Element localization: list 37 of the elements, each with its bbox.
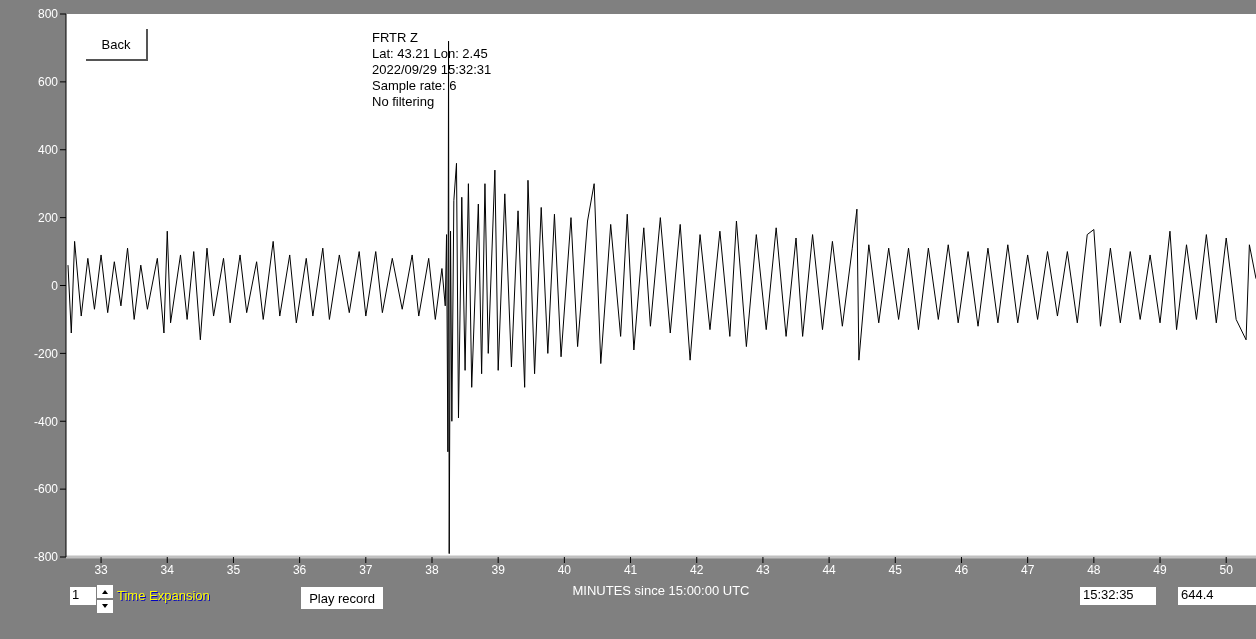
x-tick-label: 33 bbox=[94, 562, 109, 577]
annotation: Sample rate: 6 bbox=[372, 78, 458, 94]
x-tick-label: 43 bbox=[756, 562, 770, 577]
y-tick-label: 400 bbox=[37, 143, 59, 158]
x-axis-title: MINUTES since 15:00:00 UTC bbox=[572, 583, 750, 598]
x-tick-label: 45 bbox=[888, 562, 903, 577]
value-field: 644.4 bbox=[1178, 587, 1256, 605]
x-tick-label: 40 bbox=[557, 562, 572, 577]
back-button: Back bbox=[86, 29, 148, 61]
x-tick-label: 50 bbox=[1219, 562, 1234, 577]
y-tick-label: -800 bbox=[33, 550, 59, 565]
x-tick-label: 34 bbox=[160, 562, 175, 577]
annotation: No filtering bbox=[372, 94, 436, 110]
y-tick-label: 600 bbox=[37, 75, 59, 90]
x-tick-label: 38 bbox=[425, 562, 439, 577]
x-tick-label: 36 bbox=[292, 562, 307, 577]
y-tick-label: 800 bbox=[37, 7, 59, 22]
play-button: Play record bbox=[301, 587, 383, 609]
number-field: 1 bbox=[70, 587, 96, 605]
x-tick-label: 49 bbox=[1153, 562, 1168, 577]
y-tick-label: 200 bbox=[37, 210, 59, 225]
x-tick-label: 46 bbox=[954, 562, 969, 577]
x-tick-label: 48 bbox=[1087, 562, 1101, 577]
x-tick-label: 41 bbox=[623, 562, 638, 577]
y-tick-label: -400 bbox=[33, 414, 59, 429]
y-tick-label: 0 bbox=[51, 278, 59, 293]
x-tick-label: 47 bbox=[1020, 562, 1035, 577]
text: FRTR Z bbox=[372, 30, 419, 46]
y-tick-label: -200 bbox=[33, 346, 59, 361]
text: Time Expansion bbox=[117, 588, 210, 603]
time-field: 15:32:35 bbox=[1080, 587, 1156, 605]
x-tick-label: 42 bbox=[690, 562, 704, 577]
x-tick-label: 39 bbox=[491, 562, 506, 577]
x-tick-label: 35 bbox=[226, 562, 241, 577]
y-tick-label: -600 bbox=[33, 482, 59, 497]
x-tick-label: 44 bbox=[822, 562, 837, 577]
x-tick-label: 37 bbox=[359, 562, 373, 577]
